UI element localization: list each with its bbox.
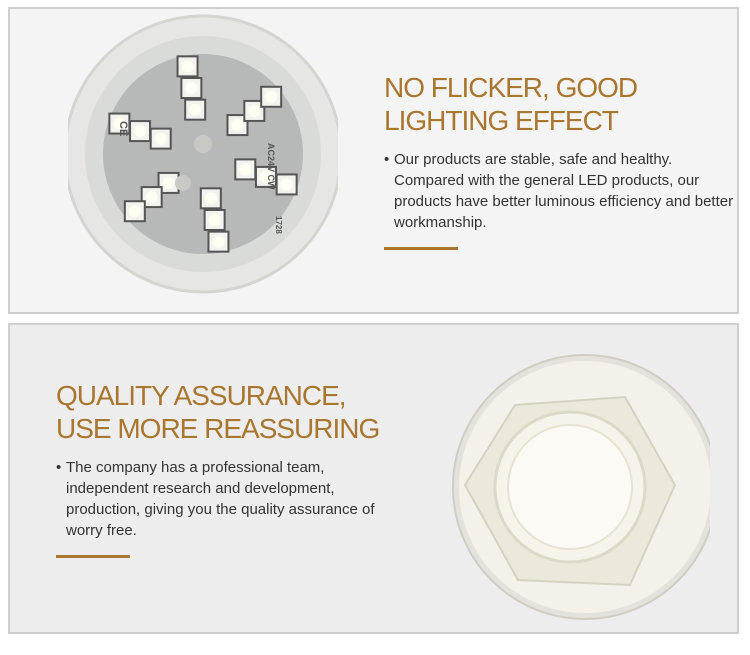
led-emitter <box>248 104 261 117</box>
feature-panel-lighting: CE AC24V CW 1728 NO FLICKER, GOOD LIGHTI… <box>8 7 739 314</box>
led-emitter <box>265 90 278 103</box>
feature-panel-quality: QUALITY ASSURANCE, USE MORE REASSURING T… <box>8 323 739 634</box>
led-emitter <box>145 191 158 204</box>
led-emitter <box>204 192 217 205</box>
section-body: The company has a professional team, ind… <box>56 457 396 541</box>
voltage-marking: AC24V CW <box>266 143 276 190</box>
led-emitter <box>185 82 198 95</box>
led-emitter <box>113 117 126 130</box>
led-emitter <box>181 60 194 73</box>
led-bulb-image: CE AC24V CW 1728 <box>68 14 338 294</box>
led-emitter <box>189 103 202 116</box>
led-emitter <box>128 205 141 218</box>
bulb-base-image <box>452 354 710 620</box>
led-emitter <box>134 125 147 138</box>
led-emitter <box>259 170 272 183</box>
section-title: QUALITY ASSURANCE, USE MORE REASSURING <box>56 380 380 444</box>
section-title: NO FLICKER, GOOD LIGHTING EFFECT <box>384 72 638 136</box>
led-emitter <box>154 132 167 145</box>
ce-marking: CE <box>117 121 129 136</box>
accent-divider <box>384 247 458 250</box>
batch-marking: 1728 <box>274 216 283 234</box>
led-emitter <box>231 119 244 132</box>
led-emitter <box>162 176 175 189</box>
accent-divider <box>56 555 130 558</box>
led-emitter <box>239 163 252 176</box>
section-body: Our products are stable, safe and health… <box>384 149 736 233</box>
led-emitter <box>280 178 293 191</box>
led-emitter <box>208 213 221 226</box>
led-emitter <box>212 235 225 248</box>
